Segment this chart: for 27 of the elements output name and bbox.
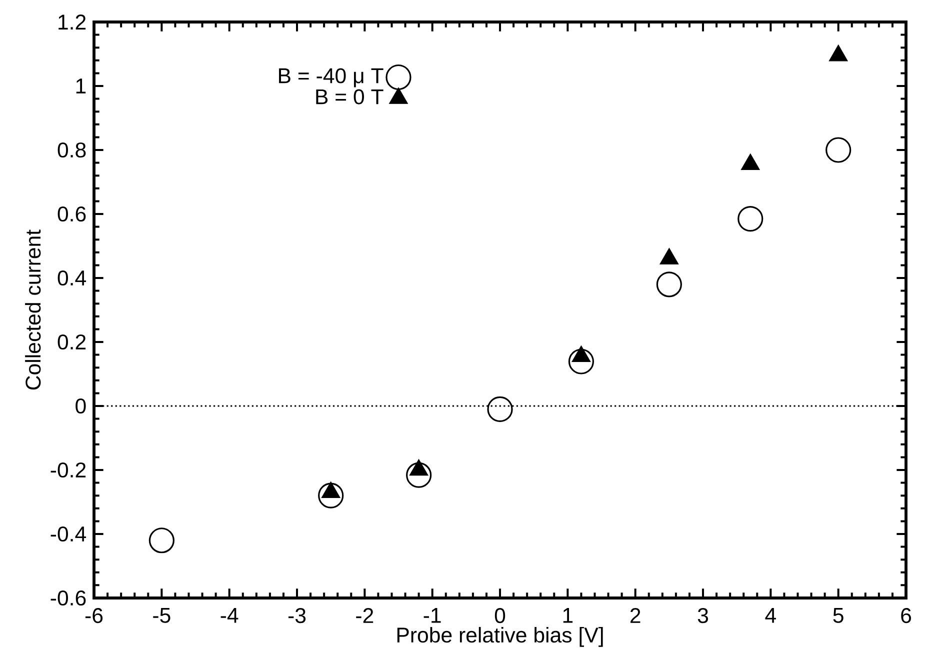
y-tick-label: 0.2 (58, 334, 86, 350)
x-tick-label: -3 (288, 608, 306, 624)
legend-label: B = 0 T (316, 89, 384, 104)
y-tick-label: -0.6 (50, 590, 86, 606)
y-tick-label: 0.6 (58, 206, 86, 222)
x-tick-label: 2 (630, 608, 640, 623)
x-tick-label: 3 (698, 608, 708, 624)
y-tick-label: -0.4 (50, 526, 86, 542)
x-tick-label: -2 (356, 608, 374, 623)
y-tick-label: 1 (76, 78, 86, 94)
x-tick-label: 4 (765, 608, 776, 623)
y-tick-label: 0.4 (58, 270, 86, 286)
x-axis-title: Probe relative bias [V] (397, 626, 603, 647)
y-tick-label: 1.2 (58, 14, 86, 30)
x-tick-label: -6 (85, 608, 103, 624)
y-tick-label: 0.8 (58, 142, 86, 158)
y-axis-title: Collected current (25, 230, 41, 390)
y-tick-label: -0.2 (50, 462, 86, 478)
x-tick-label: 0 (494, 608, 506, 624)
x-tick-label: 1 (563, 608, 573, 623)
x-tick-label: -4 (220, 608, 238, 623)
x-tick-label: 6 (901, 608, 911, 624)
legend-label: B = -40 μ T (279, 68, 384, 88)
x-tick-label: -5 (153, 608, 170, 623)
y-tick-label: 0 (76, 398, 86, 414)
x-tick-label: 5 (833, 608, 844, 623)
x-tick-label: -1 (424, 608, 441, 623)
